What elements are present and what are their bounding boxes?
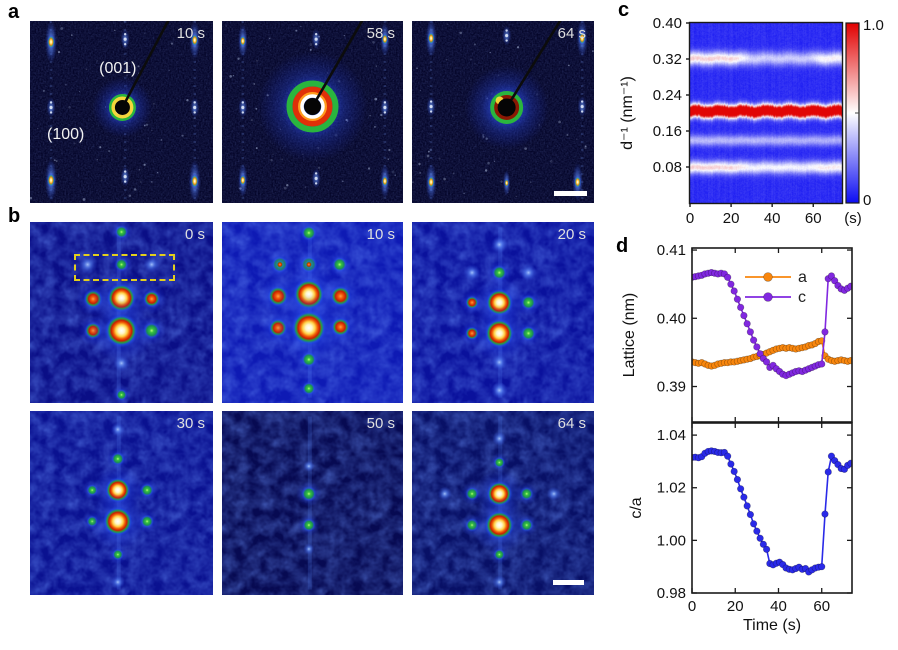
svg-text:(s): (s) bbox=[844, 210, 862, 227]
svg-text:0.40: 0.40 bbox=[653, 15, 682, 32]
svg-text:0: 0 bbox=[863, 192, 871, 209]
svg-text:1.00: 1.00 bbox=[657, 532, 686, 549]
svg-text:1.04: 1.04 bbox=[657, 427, 686, 444]
svg-text:Lattice (nm): Lattice (nm) bbox=[621, 293, 638, 377]
time-label: 58 s bbox=[366, 25, 395, 42]
svg-text:0.16: 0.16 bbox=[653, 123, 682, 140]
b-image-5: 64 s bbox=[412, 411, 594, 595]
panel-a-label: a bbox=[8, 1, 20, 23]
svg-text:40: 40 bbox=[770, 598, 787, 615]
b-image-4: 50 s bbox=[222, 411, 403, 595]
time-label: 64 s bbox=[557, 415, 586, 432]
svg-text:60: 60 bbox=[813, 598, 830, 615]
b-image-1: 10 s bbox=[222, 222, 403, 403]
svg-text:1.02: 1.02 bbox=[657, 480, 686, 497]
svg-text:0.41: 0.41 bbox=[657, 242, 686, 259]
scale-bar bbox=[553, 580, 584, 585]
b-image-3: 30 s bbox=[30, 411, 213, 595]
a-image-0: 10 s (001) (100) bbox=[30, 21, 213, 203]
a-image-2: 64 s bbox=[412, 21, 594, 203]
panel-d-label: d bbox=[616, 235, 629, 257]
svg-text:1.0: 1.0 bbox=[863, 17, 884, 34]
panel-c-label: c bbox=[618, 0, 630, 21]
svg-text:a: a bbox=[798, 269, 807, 286]
time-label: 20 s bbox=[557, 226, 586, 243]
svg-text:c: c bbox=[798, 289, 806, 306]
svg-text:0.24: 0.24 bbox=[653, 87, 682, 104]
charts-layer: 0.40 0.32 0.24 0.16 0.08 0 20 40 60 (s) d⁻¹ (nm⁻¹)… bbox=[619, 15, 884, 634]
svg-text:0: 0 bbox=[686, 210, 694, 227]
time-label: 10 s bbox=[176, 25, 205, 42]
annotation-001: (001) bbox=[99, 60, 137, 78]
svg-text:0.98: 0.98 bbox=[657, 585, 686, 602]
roi-dashed-box bbox=[73, 253, 175, 282]
time-label: 50 s bbox=[366, 415, 395, 432]
svg-text:Time (s): Time (s) bbox=[743, 617, 801, 634]
scale-bar bbox=[554, 191, 587, 196]
svg-text:0.08: 0.08 bbox=[653, 159, 682, 176]
annotation-100: (100) bbox=[46, 125, 85, 143]
svg-text:d⁻¹ (nm⁻¹): d⁻¹ (nm⁻¹) bbox=[619, 76, 636, 150]
svg-text:60: 60 bbox=[805, 210, 822, 227]
heatmap-canvas bbox=[690, 23, 842, 203]
svg-text:20: 20 bbox=[723, 210, 740, 227]
time-label: 30 s bbox=[176, 415, 205, 432]
b-image-2: 20 s bbox=[412, 222, 594, 403]
svg-text:c/a: c/a bbox=[628, 497, 645, 518]
time-label: 0 s bbox=[184, 226, 205, 243]
svg-text:40: 40 bbox=[764, 210, 781, 227]
time-label: 64 s bbox=[557, 25, 586, 42]
svg-text:0.39: 0.39 bbox=[657, 379, 686, 396]
svg-text:0: 0 bbox=[688, 598, 696, 615]
svg-text:0.32: 0.32 bbox=[653, 51, 682, 68]
b-image-0: 0 s bbox=[30, 222, 213, 403]
panel-b-label: b bbox=[8, 205, 21, 227]
a-image-1: 58 s bbox=[222, 21, 403, 203]
svg-text:0.40: 0.40 bbox=[657, 310, 686, 327]
svg-text:20: 20 bbox=[727, 598, 744, 615]
time-label: 10 s bbox=[366, 226, 395, 243]
